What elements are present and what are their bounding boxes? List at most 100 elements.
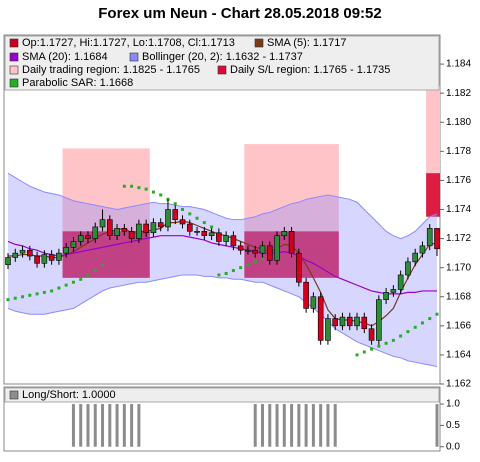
candle-body [339,316,346,327]
candle-body [390,289,397,293]
sar-dot [377,344,381,348]
sar-dot [122,184,126,188]
plot-layer: 1.162 1.164 1.166 1.168 1.170 1.172 1.174 1.176… [4,35,471,390]
legend-label: SMA (20): 1.1684 [22,51,108,63]
y-tick-label: 1.164 [446,350,471,361]
candle-body [48,254,55,261]
sar-dot [435,312,439,316]
region [426,85,440,174]
candle-body [121,228,128,232]
candle-body [114,228,120,236]
sar-dot [370,347,374,351]
legend-swatch [9,52,19,62]
legend-swatch [129,52,139,62]
y-tick-label: 1.180 [446,117,471,128]
candle-body [63,247,69,254]
candle-body [346,316,353,327]
candle-body [34,255,40,264]
y-tick-label: 1.162 [446,379,471,390]
long-short-bar [275,404,279,447]
legend-label: Parabolic SAR: 1.1668 [22,77,133,89]
sar-dot [260,257,264,261]
sar-dot [21,295,25,299]
candle-body [245,249,251,252]
sar-dot [428,317,432,321]
sar-dot [413,325,417,329]
legend-label: SMA (5): 1.1717 [267,37,347,49]
candle-body [41,254,48,264]
candle-body [274,235,280,261]
long-short-bar [79,404,83,447]
sar-dot [391,338,395,342]
region [426,173,440,217]
candle-body [77,235,84,242]
candle-body [85,235,91,239]
candle-body [150,222,157,234]
legend-swatch [9,38,19,48]
candle-body [354,316,360,327]
region [62,148,150,236]
indicator-line [7,235,437,295]
sar-dot [13,296,17,300]
sar-dot [188,212,192,216]
candle-body [186,223,193,232]
sar-dot [6,298,10,302]
long-short-bar [108,404,112,447]
candle-body [5,257,11,266]
y-tick-label: 1.178 [446,146,471,157]
long-short-bar [333,404,337,447]
candle-body [383,292,389,300]
candle-body [419,245,426,254]
sar-dot [137,186,141,190]
sar-dot [86,273,90,277]
sar-dot [362,350,366,354]
sar-dot [101,263,105,267]
candle-body [281,231,288,236]
y-tick-label: 1.184 [446,59,471,70]
sar-dot [50,289,54,293]
bollinger-lower [7,274,438,368]
long-short-bar [268,404,272,447]
bollinger-fill [8,173,437,367]
legend-label: Bollinger (20, 2): 1.1632 - 1.1737 [142,51,303,63]
sar-dot [384,341,388,345]
candle-body [179,219,186,225]
candle-body [361,316,368,330]
legend-box [4,35,440,91]
sar-dot [246,263,250,267]
sar-dot [28,293,32,297]
candle-body [310,296,317,309]
sar-dot [239,266,243,270]
candle-body [99,219,106,228]
candle-body [157,222,164,228]
candle-body [376,299,382,341]
candle-body [303,281,309,309]
long-short-bar [319,404,323,447]
y-tick-label: 1.176 [446,175,471,186]
long-short-bar [122,404,126,447]
candle-body [296,252,302,283]
candle-body [216,232,222,242]
sar-dot [173,202,177,206]
candle-body [412,252,418,263]
region [244,144,339,232]
sar-dot [253,260,257,264]
sar-dot [399,334,403,338]
candle-body [397,274,404,290]
candle-body [259,245,266,254]
candle-body [92,226,99,239]
candle-body [172,209,179,220]
y-tick-label: 1.182 [446,88,471,99]
sar-dot [35,292,39,296]
y-tick-label: 1.0 [446,399,460,410]
legend-swatch [9,390,19,400]
candle-body [136,223,142,239]
sar-dot [42,290,46,294]
y-tick-label: 1.174 [446,204,471,215]
long-short-bar [93,404,97,447]
long-short-bar [130,404,134,447]
bollinger-upper [7,172,438,240]
candle-body [194,231,200,233]
candle-body [434,228,440,250]
sar-dot [71,280,75,284]
